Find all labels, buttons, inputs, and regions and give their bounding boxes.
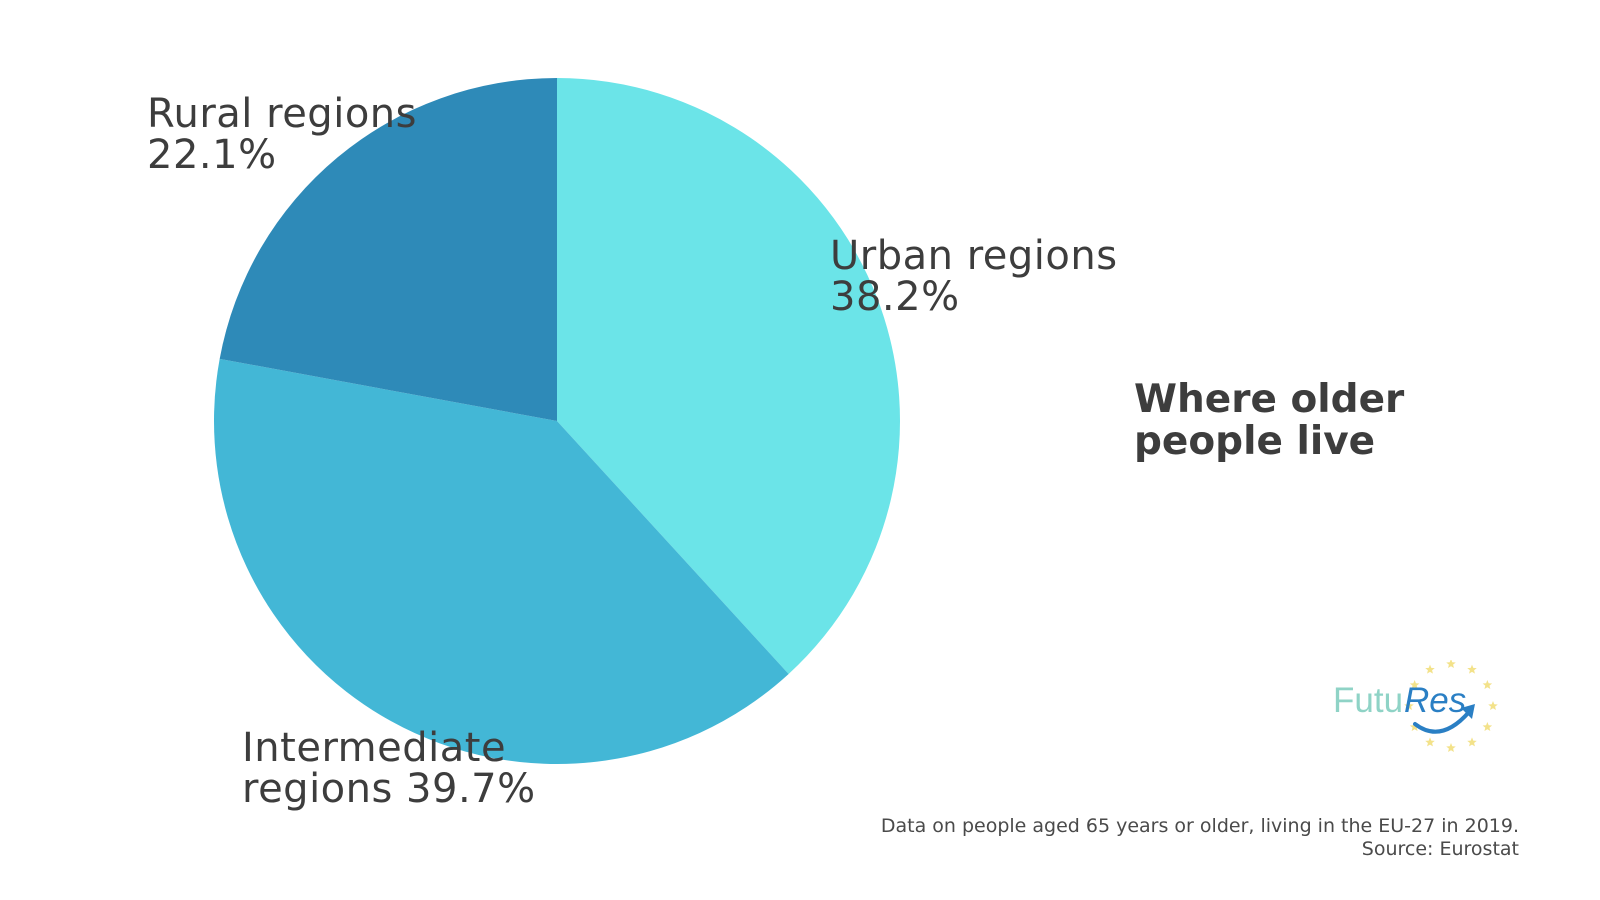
chart-title-line-2: people live [1134, 419, 1376, 464]
slice-label-urban-name: Urban regions [830, 233, 1118, 279]
star-icon [1425, 737, 1435, 747]
footnote-description: Data on people aged 65 years or older, l… [880, 815, 1519, 837]
futures-logo: Futu Res [1333, 660, 1498, 753]
star-icon [1467, 664, 1477, 674]
pie-slice-rural-regions [219, 78, 558, 421]
star-icon [1482, 722, 1493, 732]
slice-label-intermediate-value: regions 39.7% [242, 766, 536, 812]
logo-text-part2: Res [1404, 681, 1466, 720]
star-icon [1409, 680, 1420, 690]
star-icon [1409, 722, 1420, 732]
star-icon [1482, 680, 1493, 690]
slice-label-rural-name: Rural regions [147, 91, 417, 137]
star-circle-icon [1404, 660, 1498, 753]
slice-label-rural-value: 22.1% [147, 132, 277, 178]
star-icon [1488, 701, 1498, 711]
chart-title-line-1: Where older [1134, 377, 1405, 422]
chart-title: Where older people live [1134, 379, 1404, 463]
upward-arrow-icon [1413, 710, 1471, 734]
slice-label-intermediate-name: Intermediate [242, 725, 507, 771]
star-icon [1404, 701, 1414, 711]
slice-label-rural: Rural regions 22.1% [147, 94, 417, 176]
star-icon [1446, 743, 1456, 753]
arrowhead-icon [1461, 704, 1475, 719]
slice-label-intermediate: Intermediate regions 39.7% [242, 728, 536, 810]
star-icon [1446, 660, 1456, 669]
footnote-source: Source: Eurostat [1361, 838, 1519, 860]
pie-slice-intermediate-regions [213, 358, 789, 765]
logo-text-part1: Futu [1333, 681, 1403, 720]
star-icon [1425, 664, 1435, 674]
star-icon [1467, 737, 1477, 747]
slice-label-urban-value: 38.2% [830, 274, 960, 320]
pie-slice-urban-regions [557, 78, 900, 674]
footnote: Data on people aged 65 years or older, l… [881, 815, 1519, 861]
slice-label-urban: Urban regions 38.2% [830, 236, 1118, 318]
